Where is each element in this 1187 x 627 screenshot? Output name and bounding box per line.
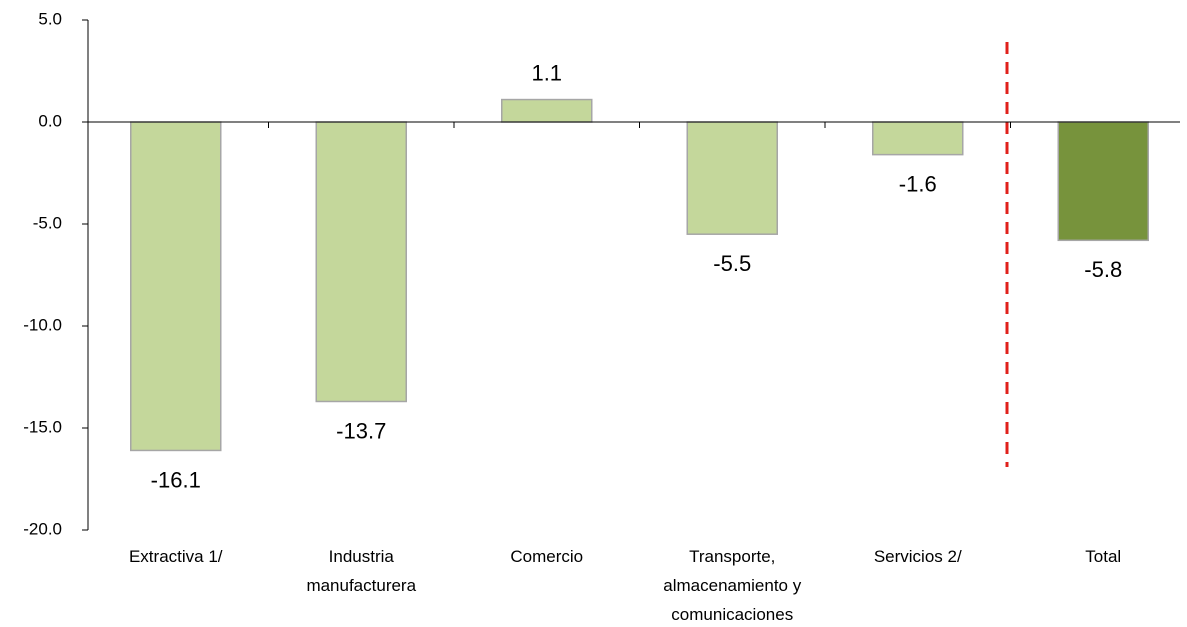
x-tick-label: Extractiva 1/ [129,547,223,566]
bar [130,121,222,452]
value-label: -5.8 [1084,257,1122,282]
y-tick-label: -5.0 [33,213,62,232]
y-tick-label: -10.0 [23,315,62,334]
bar [686,121,778,235]
x-tick-label: Total [1085,547,1121,566]
value-label: -1.6 [899,171,937,196]
value-label: -13.7 [336,418,386,443]
bar [1057,121,1149,242]
bar [872,121,964,156]
y-tick-label: 0.0 [38,111,62,130]
value-label: 1.1 [531,60,562,85]
y-tick-label: 5.0 [38,9,62,28]
y-tick-label: -20.0 [23,519,62,538]
y-tick-label: -15.0 [23,417,62,436]
x-tick-label: Industria manufacturera [306,547,416,595]
x-tick-label: Transporte, almacenamiento y comunicacione… [663,547,801,624]
x-tick-label: Comercio [510,547,583,566]
bar [315,121,407,403]
bar [501,98,593,123]
value-label: -16.1 [151,467,201,492]
value-label: -5.5 [713,251,751,276]
x-tick-label: Servicios 2/ [874,547,962,566]
